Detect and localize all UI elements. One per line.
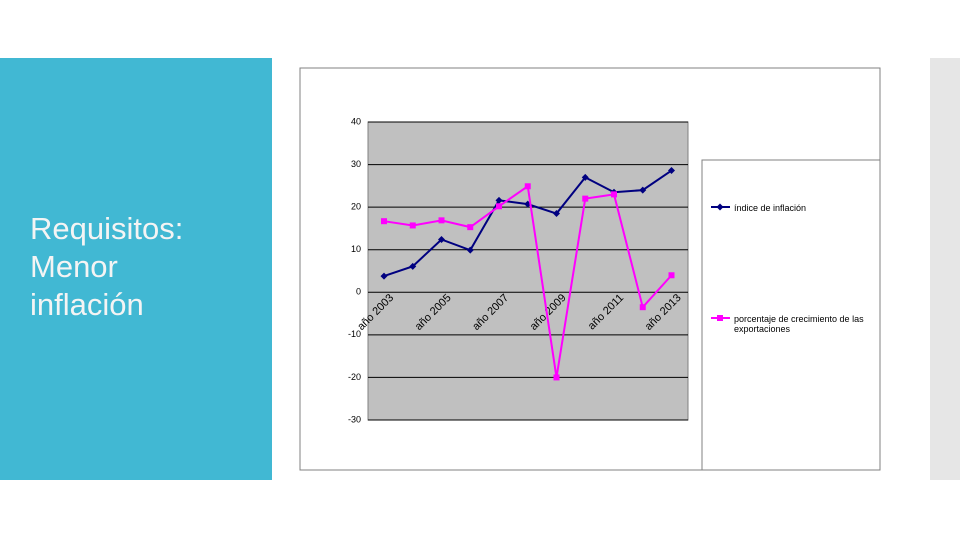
y-tick-label: -30 — [348, 414, 361, 424]
point-marker — [495, 196, 503, 204]
legend-box — [701, 159, 881, 471]
point-marker — [438, 235, 445, 243]
y-tick-label: 0 — [356, 287, 361, 297]
point-marker — [668, 167, 675, 175]
point-marker — [380, 272, 388, 280]
point-marker — [467, 224, 474, 231]
point-marker — [524, 183, 531, 190]
side-strip — [930, 58, 960, 480]
point-marker — [496, 203, 502, 210]
point-marker — [639, 304, 646, 311]
y-tick-label: 40 — [351, 116, 361, 126]
slide-title: Requisitos: Menor inflación — [30, 211, 184, 322]
side-panel — [0, 58, 272, 480]
point-marker — [553, 210, 560, 218]
point-marker — [639, 186, 647, 194]
legend-label: índice de inflación — [734, 203, 807, 213]
point-marker — [466, 246, 474, 254]
plot-area — [367, 121, 689, 421]
y-tick-label: -20 — [348, 372, 361, 382]
y-tick-label: 20 — [351, 202, 361, 212]
point-marker — [611, 191, 617, 198]
point-marker — [581, 173, 589, 181]
point-marker — [438, 217, 445, 224]
y-tick-label: -10 — [348, 329, 361, 339]
y-tick-label: 30 — [351, 159, 361, 169]
point-marker — [381, 218, 387, 225]
legend-label: porcentaje de crecimiento de las exporta… — [734, 314, 864, 334]
point-marker — [582, 195, 589, 202]
point-marker — [553, 374, 560, 381]
point-marker — [409, 262, 417, 270]
y-tick-label: 10 — [351, 244, 361, 254]
point-marker — [409, 222, 416, 229]
legend-marker — [717, 315, 723, 321]
legend-marker — [716, 203, 724, 211]
point-marker — [668, 272, 675, 279]
